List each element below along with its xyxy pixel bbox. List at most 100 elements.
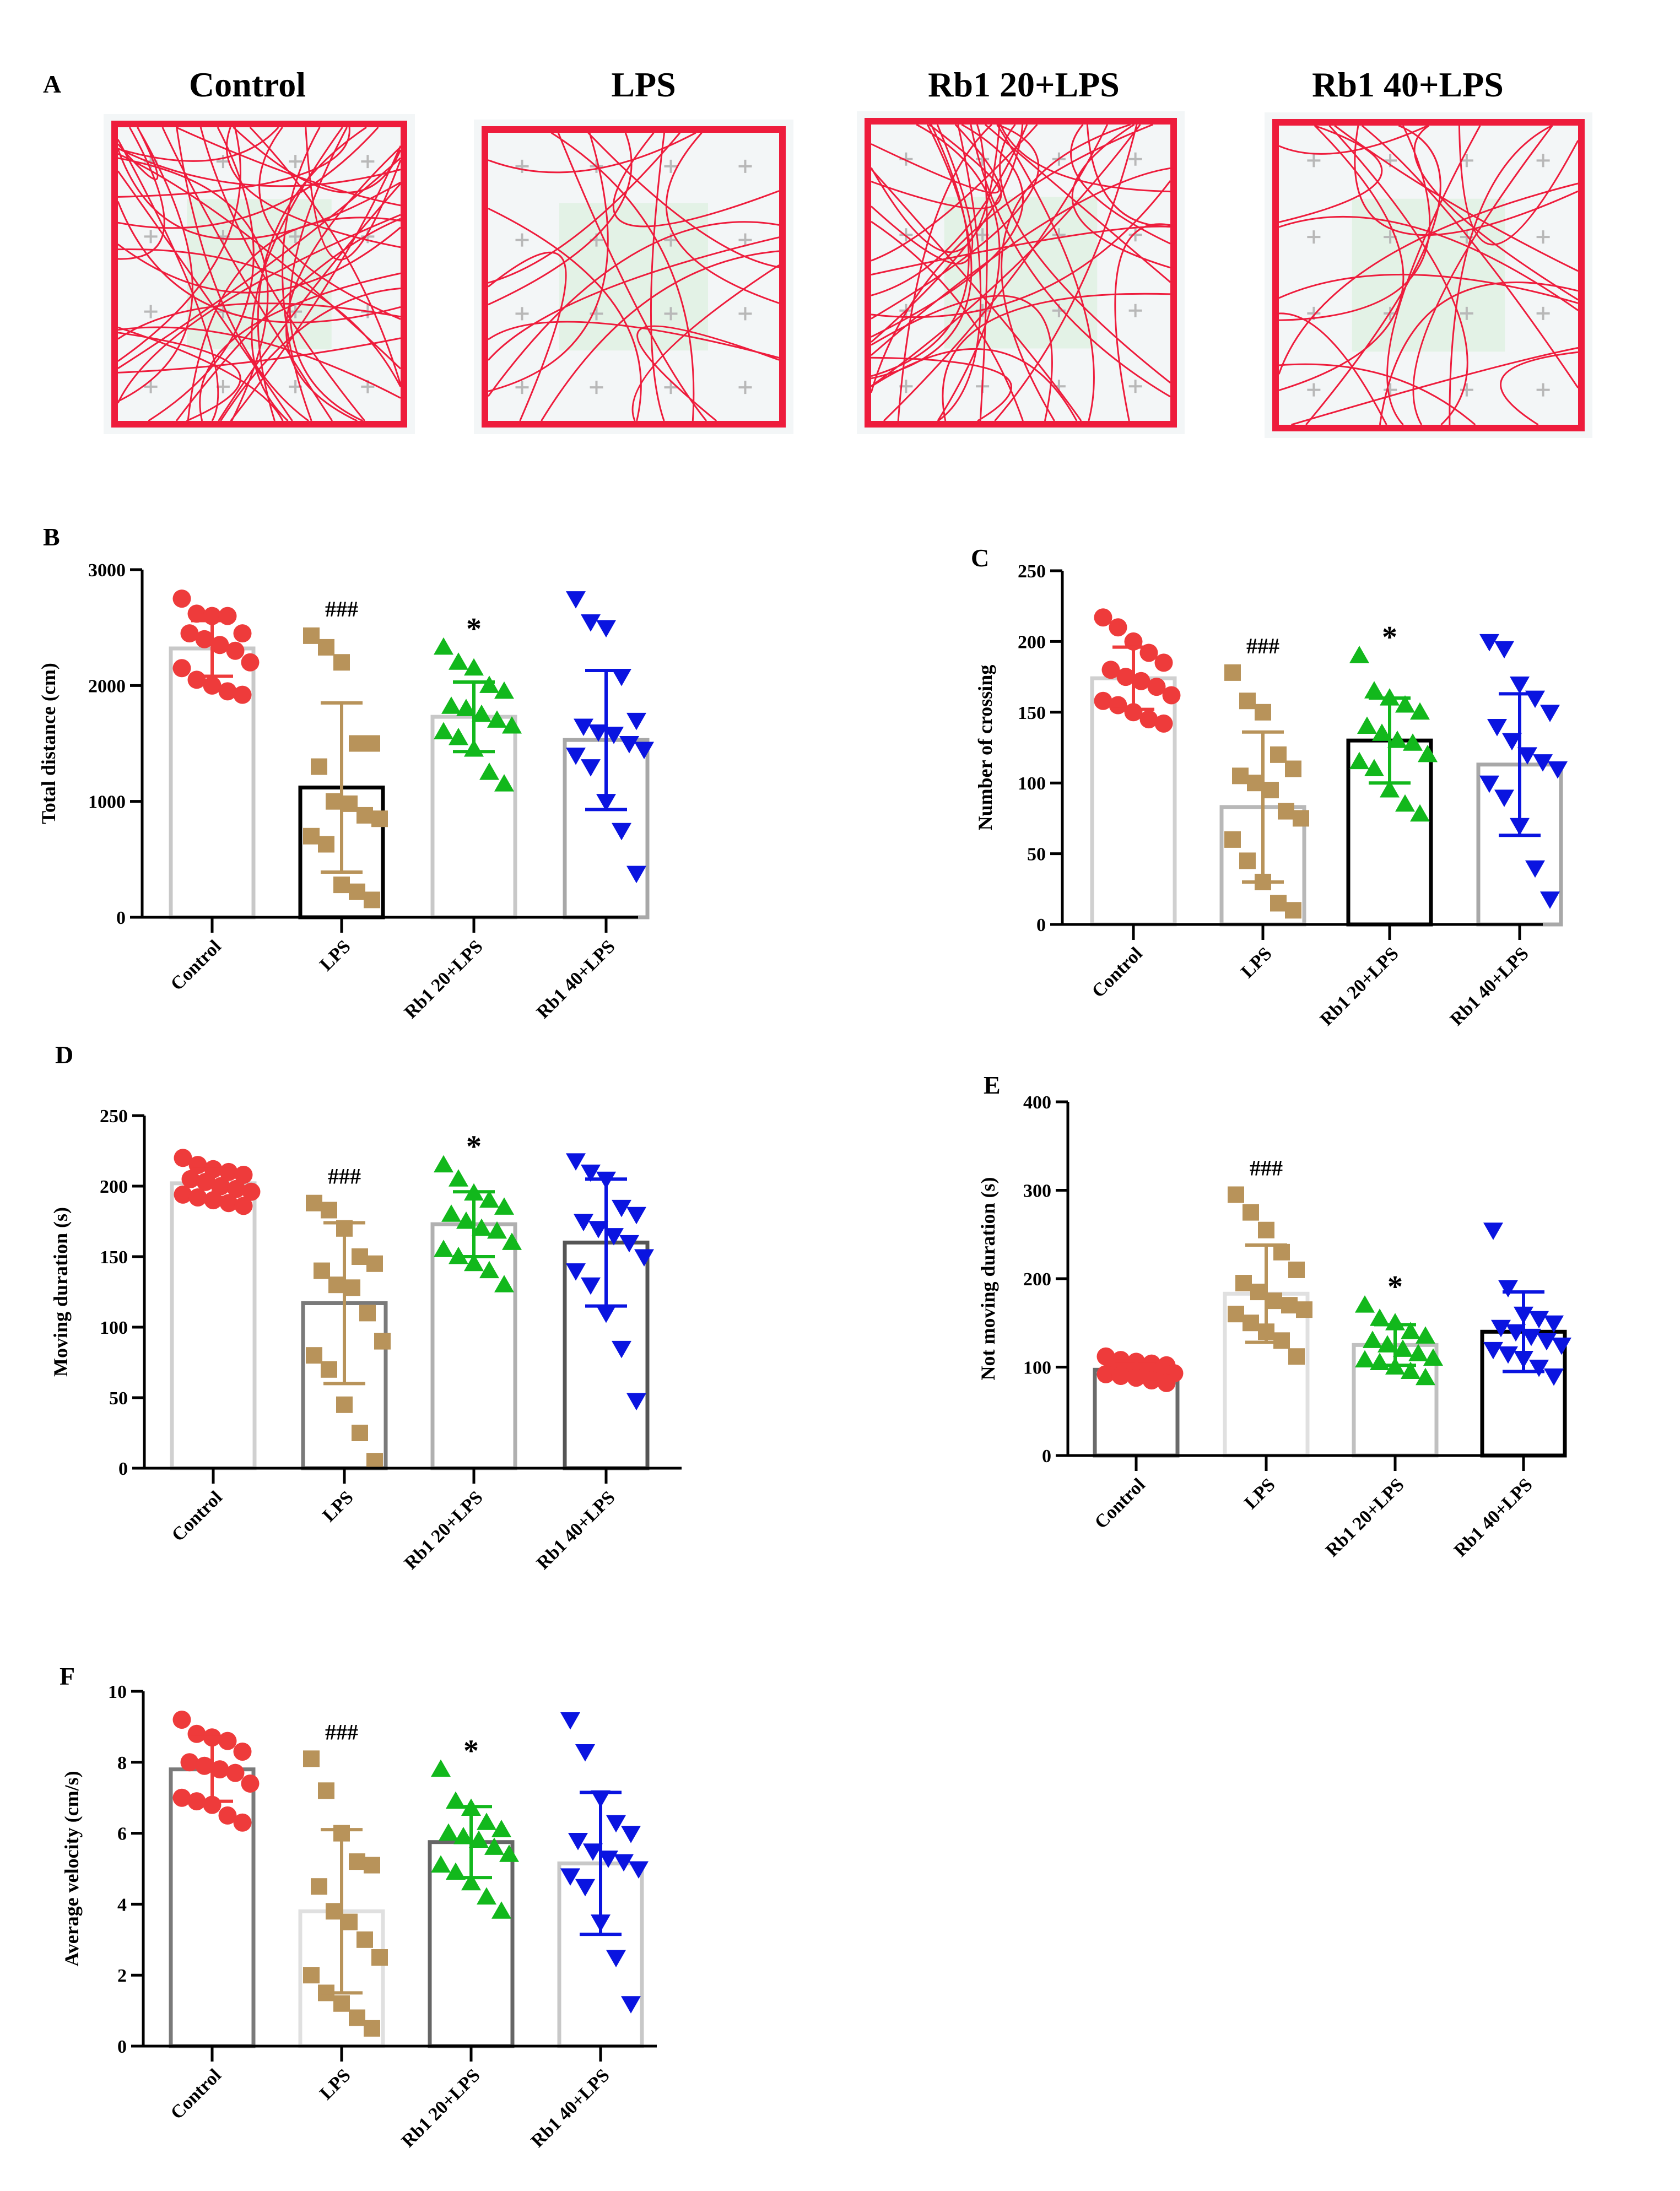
data-point xyxy=(364,1857,380,1874)
significance-label: ### xyxy=(1246,634,1279,658)
data-point xyxy=(318,1782,334,1799)
data-point xyxy=(614,1854,634,1872)
y-tick-label: 10 xyxy=(108,1682,127,1702)
data-point xyxy=(621,1996,641,2014)
grid-cross-icon xyxy=(1307,154,1321,167)
data-point xyxy=(1372,723,1392,741)
data-point xyxy=(606,1950,626,1967)
grid-cross-icon xyxy=(664,159,678,173)
y-tick-label: 0 xyxy=(116,908,126,928)
track-plots xyxy=(104,111,1592,438)
data-point xyxy=(1349,751,1369,770)
data-point xyxy=(560,1712,580,1730)
y-axis-label: Not moving duration (s) xyxy=(977,1177,999,1380)
panel-letter-e: E xyxy=(984,1071,1001,1099)
data-point xyxy=(619,1235,639,1253)
data-point xyxy=(1273,1332,1290,1349)
data-point xyxy=(499,1844,519,1862)
y-tick-label: 100 xyxy=(100,1318,128,1338)
data-point xyxy=(479,1190,499,1208)
data-point xyxy=(456,1211,476,1229)
data-point xyxy=(434,722,453,739)
data-point xyxy=(487,1221,507,1239)
data-point xyxy=(212,1177,230,1195)
data-point xyxy=(1479,775,1499,793)
data-point xyxy=(1491,1319,1511,1338)
grid-cross-icon xyxy=(1384,383,1397,397)
y-tick-label: 50 xyxy=(1027,845,1046,865)
y-tick-label: 3000 xyxy=(88,560,126,581)
data-point xyxy=(187,1724,206,1743)
track-plot xyxy=(857,111,1185,434)
data-point xyxy=(326,1903,342,1920)
y-tick-label: 200 xyxy=(1018,632,1046,652)
error-bar xyxy=(1369,696,1411,785)
data-point xyxy=(306,1347,322,1364)
y-tick-label: 6 xyxy=(117,1824,127,1844)
category-label: LPS xyxy=(1237,943,1276,982)
data-point xyxy=(374,1333,391,1350)
data-point xyxy=(1147,678,1166,696)
grid-cross-icon xyxy=(1536,306,1550,320)
data-point xyxy=(174,1185,192,1204)
data-point xyxy=(326,793,342,810)
grid-cross-icon xyxy=(515,307,529,321)
y-tick-label: 0 xyxy=(117,2037,127,2057)
data-point xyxy=(311,1878,327,1895)
data-point xyxy=(218,1806,237,1825)
data-point xyxy=(306,1194,322,1211)
y-tick-label: 0 xyxy=(118,1459,128,1479)
data-point xyxy=(1239,852,1256,869)
data-point xyxy=(336,1396,353,1413)
data-point xyxy=(233,685,252,704)
category-label: Rb1 20+LPS xyxy=(398,2065,484,2151)
error-bar xyxy=(321,1828,363,1995)
grid-cross-icon xyxy=(1128,228,1142,242)
data-point xyxy=(1506,1324,1526,1342)
data-point xyxy=(349,735,365,752)
data-point xyxy=(575,1879,595,1897)
data-point xyxy=(477,1813,496,1830)
data-point xyxy=(1410,702,1430,720)
data-point xyxy=(172,589,191,608)
data-point xyxy=(210,636,229,654)
category-label: Rb1 20+LPS xyxy=(401,936,487,1023)
data-point xyxy=(626,1393,646,1411)
grid-cross-icon xyxy=(738,307,752,321)
data-point xyxy=(494,681,514,699)
data-point xyxy=(241,653,260,672)
data-point xyxy=(172,1711,191,1729)
data-point xyxy=(583,1843,603,1861)
arena-center-zone xyxy=(559,203,708,351)
data-point xyxy=(349,1853,365,1870)
category-label: Rb1 40+LPS xyxy=(527,2065,614,2151)
data-point xyxy=(1094,691,1112,710)
data-point xyxy=(1094,608,1112,627)
data-point xyxy=(596,620,616,638)
data-point xyxy=(234,1197,253,1215)
data-point xyxy=(1111,1367,1130,1386)
category-label: LPS xyxy=(316,936,354,975)
y-tick-label: 200 xyxy=(100,1177,128,1197)
data-point xyxy=(1293,810,1309,827)
y-tick-label: 400 xyxy=(1023,1092,1051,1113)
data-point xyxy=(303,1967,320,1984)
panel-letter-d: D xyxy=(55,1041,73,1069)
data-point xyxy=(626,712,646,731)
data-point xyxy=(226,1763,245,1782)
data-point xyxy=(203,676,222,695)
data-point xyxy=(1364,681,1384,699)
grid-cross-icon xyxy=(515,381,529,394)
error-bar xyxy=(1115,1359,1157,1381)
data-point xyxy=(1258,1221,1274,1238)
data-point xyxy=(1416,1367,1435,1386)
data-point xyxy=(1262,782,1279,799)
panel-letter-a: A xyxy=(43,70,61,98)
data-point xyxy=(1401,1361,1420,1379)
data-point xyxy=(1408,1344,1428,1361)
data-point xyxy=(1154,653,1173,672)
data-point xyxy=(1387,731,1407,748)
data-point xyxy=(1537,1333,1557,1351)
data-point xyxy=(621,1826,641,1843)
